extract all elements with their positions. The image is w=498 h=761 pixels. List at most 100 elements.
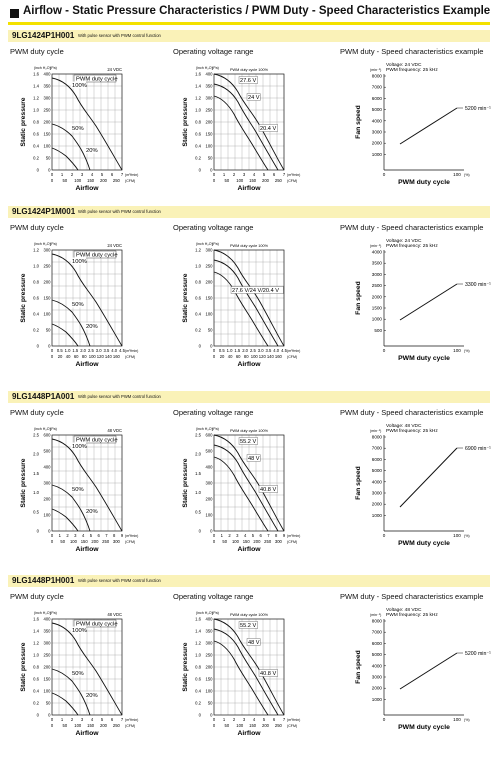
x-tick-m3: 3.0 xyxy=(96,348,102,353)
pct-unit: (%) xyxy=(464,173,470,177)
duty-chart: (inch H₂O) (Pa)4003503002502001501005001.… xyxy=(20,611,138,737)
panel-title-speed: PWM duty - Speed characteristics example xyxy=(340,223,484,232)
y-unit-inch: (inch H₂O) xyxy=(34,66,51,70)
y-tick-inch: 1.5 xyxy=(195,471,201,476)
x-unit-m3: (m³/min) xyxy=(125,718,138,722)
x-tick-m3: 0.5 xyxy=(57,348,63,353)
x-tick-m3: 4 xyxy=(91,717,94,722)
speed-unit: (min⁻¹) xyxy=(370,613,381,617)
y-axis-label: Static pressure xyxy=(20,97,27,146)
y-tick-pa: 600 xyxy=(44,433,52,438)
panel-title-voltage: Operating voltage range xyxy=(173,47,254,56)
y-unit-inch: (inch H₂O) xyxy=(34,611,51,615)
speed-y-label: Fan speed xyxy=(355,650,362,684)
y-tick-pa: 250 xyxy=(206,653,214,658)
voltage-label: 48 VDC xyxy=(107,612,122,617)
y-tick-inch: 2.0 xyxy=(195,452,201,457)
x-axis-label: Airflow xyxy=(237,185,261,192)
speed-unit: (min⁻¹) xyxy=(370,68,381,72)
model-note: With pulse sensor with PWM control funct… xyxy=(78,209,161,214)
speed-condition: Voltage: 48 VDC xyxy=(386,423,422,429)
x-tick-cfm: 100 xyxy=(74,178,82,183)
x-tick-cfm: 40 xyxy=(228,354,233,359)
x-tick-m3: 1 xyxy=(223,717,226,722)
speed-y-tick: 1500 xyxy=(372,306,383,311)
x-unit-cfm: (CFM) xyxy=(125,540,135,544)
speed-chart: 4000350030002500200015001000500(min⁻¹)Vo… xyxy=(355,238,491,362)
model-name: 9LG1448P1H001 xyxy=(12,576,75,585)
speed-chart: 80007000600050004000300020001000(min⁻¹)V… xyxy=(355,62,491,186)
pressure-curve xyxy=(213,640,269,716)
speed-y-tick: 2000 xyxy=(372,502,383,507)
legend-box xyxy=(73,435,117,444)
y-tick-pa: 50 xyxy=(46,701,51,706)
x-end-tick: 100 xyxy=(453,172,461,177)
duty-chart: (inch H₂O) (Pa)3002502001501005001.21.00.… xyxy=(20,242,138,368)
x-tick-m3: 7 xyxy=(121,172,124,177)
x-tick-m3: 5 xyxy=(263,717,266,722)
speed-annotation: 3300 min⁻¹ xyxy=(465,282,491,288)
pressure-curve xyxy=(51,147,79,171)
y-tick-pa: 400 xyxy=(44,72,52,77)
y-tick-pa: 100 xyxy=(44,144,52,149)
y-tick-inch: 0 xyxy=(199,713,202,718)
y-tick-inch: 1.0 xyxy=(195,490,201,495)
plot-frame xyxy=(51,618,123,716)
y-tick-pa: 300 xyxy=(206,481,214,486)
x-origin: 0 xyxy=(383,533,386,538)
y-tick-inch: 1.6 xyxy=(195,72,201,77)
y-tick-inch: 1.2 xyxy=(195,96,201,101)
x-tick-m3: 4.5 xyxy=(281,348,287,353)
y-tick-inch: 0.2 xyxy=(195,701,201,706)
y-tick-inch: 0.4 xyxy=(195,689,201,694)
x-tick-m3: 0 xyxy=(213,533,216,538)
voltage-curve-label: 27.6 V xyxy=(240,78,256,84)
x-tick-cfm: 200 xyxy=(262,723,270,728)
voltage-curve-label: 40.8 V xyxy=(260,671,276,677)
y-tick-pa: 500 xyxy=(206,449,214,454)
y-tick-pa: 100 xyxy=(206,513,214,518)
voltage-label: 24 VDC xyxy=(107,243,122,248)
curve-label-bg xyxy=(71,124,86,132)
y-tick-pa: 250 xyxy=(206,108,214,113)
x-tick-cfm: 100 xyxy=(74,723,82,728)
x-tick-m3: 6 xyxy=(111,172,114,177)
duty-curve-label: 50% xyxy=(72,126,84,132)
panel-title-speed: PWM duty - Speed characteristics example xyxy=(340,408,484,417)
model-name: 9LG1448P1A001 xyxy=(12,392,75,401)
speed-y-tick: 5000 xyxy=(372,107,383,112)
y-unit-inch: (inch H₂O) xyxy=(196,242,213,246)
y-tick-pa: 400 xyxy=(206,617,214,622)
y-tick-inch: 0.4 xyxy=(195,144,201,149)
x-tick-m3: 3.0 xyxy=(258,348,264,353)
x-origin: 0 xyxy=(383,348,386,353)
x-tick-cfm: 140 xyxy=(267,354,275,359)
x-tick-cfm: 0 xyxy=(51,723,54,728)
speed-unit: (min⁻¹) xyxy=(370,244,381,248)
y-tick-pa: 100 xyxy=(44,689,52,694)
y-tick-inch: 1.2 xyxy=(195,641,201,646)
page-title: Airflow - Static Pressure Characteristic… xyxy=(23,5,491,17)
x-tick-cfm: 160 xyxy=(275,354,283,359)
x-tick-cfm: 20 xyxy=(220,354,225,359)
y-tick-pa: 250 xyxy=(44,264,52,269)
y-tick-pa: 50 xyxy=(46,328,51,333)
voltage-curve-label: 27.6 V/24 V/20.4 V xyxy=(232,288,279,294)
y-tick-pa: 150 xyxy=(44,677,52,682)
x-tick-m3: 8 xyxy=(113,533,116,538)
y-tick-pa: 250 xyxy=(44,653,52,658)
voltage-label-bg xyxy=(238,621,258,629)
y-axis-label: Static pressure xyxy=(20,458,27,507)
x-tick-m3: 2 xyxy=(233,717,236,722)
charts-svg: (inch H₂O) (Pa)3002502001501005001.21.00.… xyxy=(20,238,491,368)
y-tick-inch: 1.0 xyxy=(33,653,39,658)
y-tick-inch: 0.2 xyxy=(195,328,201,333)
x-tick-cfm: 100 xyxy=(70,539,78,544)
x-tick-m3: 4 xyxy=(244,533,247,538)
y-tick-inch: 1.5 xyxy=(33,471,39,476)
speed-line xyxy=(399,447,458,508)
voltage-curve-label: 48 V xyxy=(248,640,260,646)
panel-title-duty: PWM duty cycle xyxy=(10,223,64,232)
y-tick-inch: 1.2 xyxy=(33,96,39,101)
x-tick-cfm: 0 xyxy=(213,178,216,183)
